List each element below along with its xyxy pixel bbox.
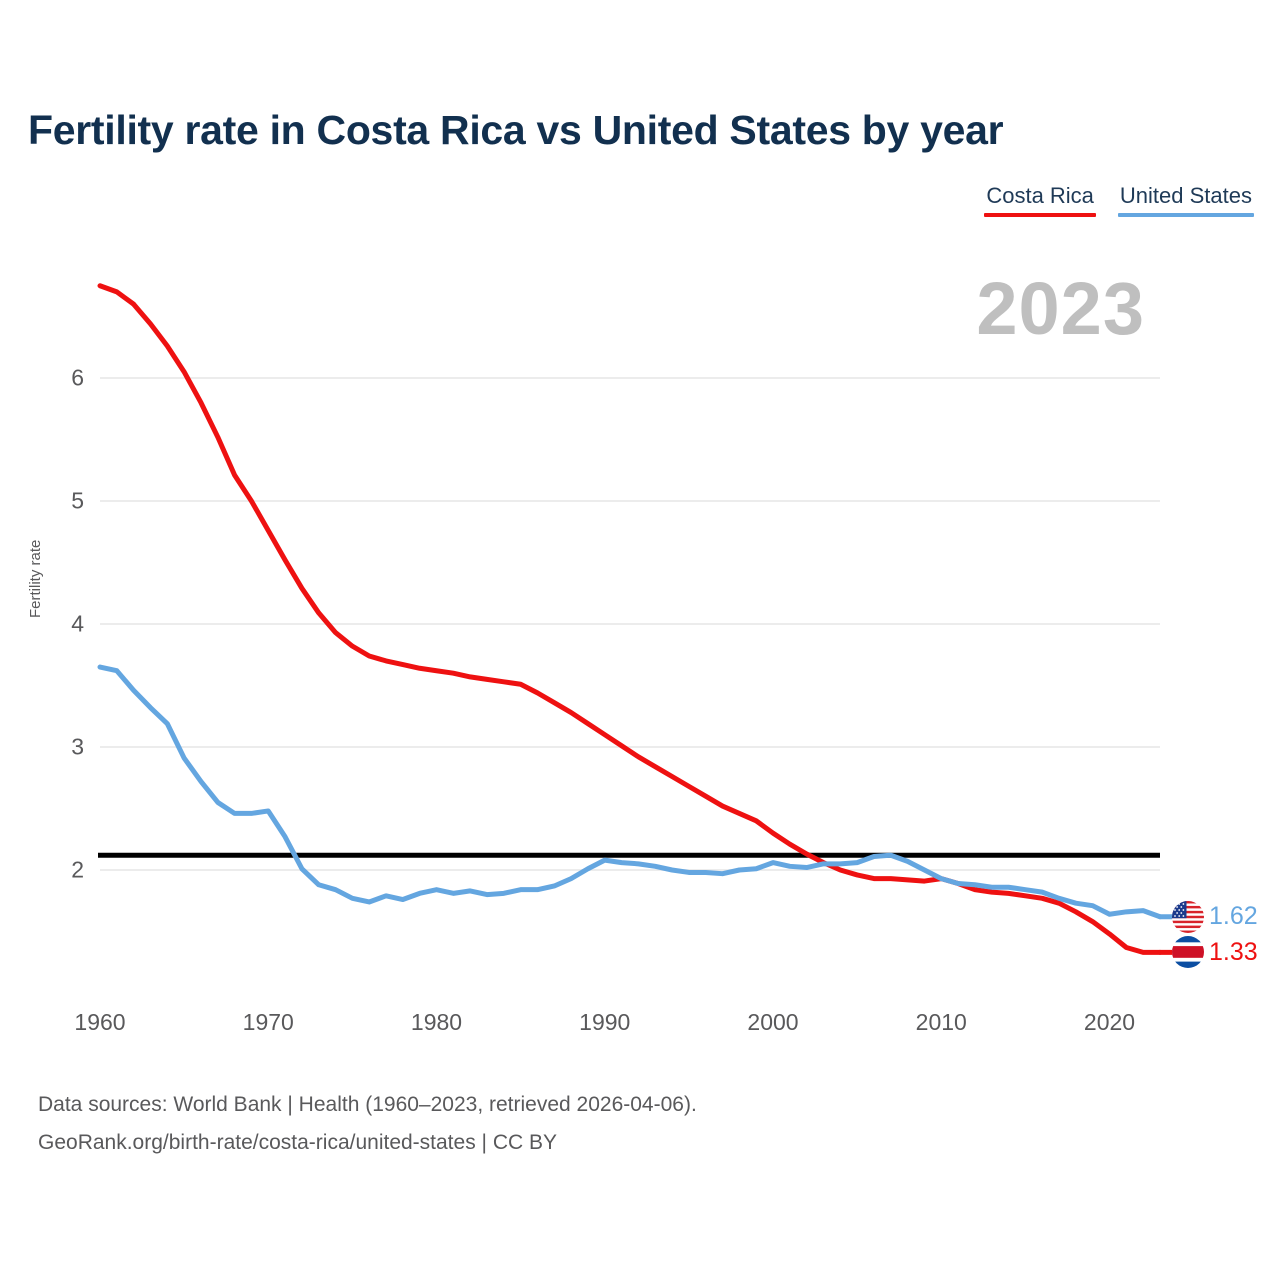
y-tick-label-4: 4 <box>71 610 84 637</box>
y-tick-label-6: 6 <box>71 364 84 391</box>
cr-flag-icon <box>1172 936 1204 969</box>
footer-line-1: Data sources: World Bank | Health (1960–… <box>38 1093 697 1116</box>
chart-legend: Costa Rica United States <box>984 183 1254 217</box>
legend-label-costa-rica: Costa Rica <box>986 183 1094 208</box>
legend-item-costa-rica[interactable]: Costa Rica <box>984 183 1096 217</box>
x-tick-label-2020: 2020 <box>1083 1009 1136 1035</box>
year-watermark: 2023 <box>976 267 1145 350</box>
end-value-costa-rica: 1.33 <box>1209 937 1258 966</box>
legend-item-united-states[interactable]: United States <box>1117 183 1254 217</box>
footer-attribution: Data sources: World Bank | Health (1960–… <box>38 1086 697 1162</box>
end-label-costa-rica: 1.33 <box>1172 936 1258 969</box>
x-tick-label-2010: 2010 <box>915 1009 967 1035</box>
x-tick-label-1980: 1980 <box>410 1009 463 1035</box>
y-tick-label-2: 2 <box>71 856 84 883</box>
x-tick-label-2000: 2000 <box>747 1009 799 1035</box>
end-value-united-states: 1.62 <box>1209 902 1258 931</box>
x-tick-label-1960: 1960 <box>74 1009 126 1035</box>
end-label-united-states: 1.62 <box>1172 900 1258 933</box>
y-tick-label-3: 3 <box>71 733 84 760</box>
us-flag-icon <box>1172 900 1204 933</box>
legend-label-united-states: United States <box>1119 183 1252 208</box>
page-title: Fertility rate in Costa Rica vs United S… <box>28 107 1004 153</box>
footer-line-2: GeoRank.org/birth-rate/costa-rica/united… <box>38 1131 558 1154</box>
x-tick-label-1970: 1970 <box>242 1009 294 1035</box>
legend-swatch-costa-rica <box>984 213 1096 217</box>
x-tick-label-1990: 1990 <box>579 1009 631 1035</box>
y-tick-label-5: 5 <box>71 487 84 514</box>
legend-swatch-united-states <box>1117 213 1254 217</box>
